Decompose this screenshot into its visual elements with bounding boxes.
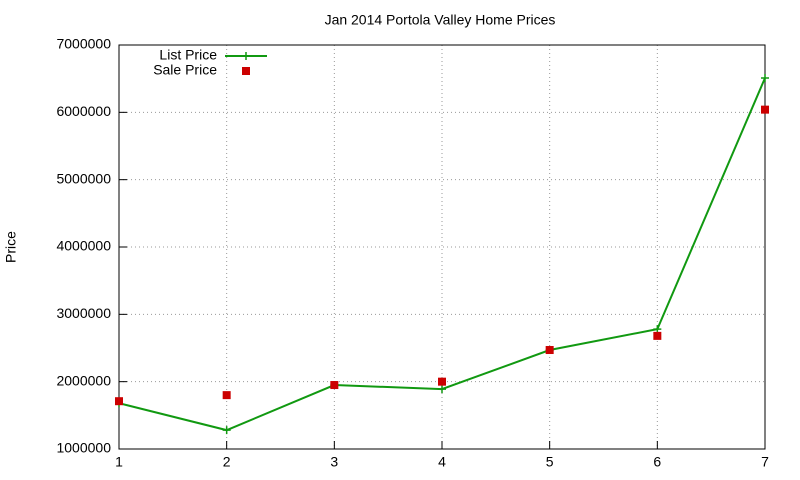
x-tick-label: 7	[761, 454, 769, 470]
chart-title: Jan 2014 Portola Valley Home Prices	[325, 12, 556, 28]
y-axis-label: Price	[3, 231, 19, 263]
marker-plus	[438, 385, 446, 394]
y-tick-label: 7000000	[56, 36, 111, 52]
marker-square	[330, 381, 339, 390]
marker-square	[545, 346, 554, 355]
x-tick-label: 4	[438, 454, 446, 470]
y-tick-label: 6000000	[56, 103, 111, 119]
y-tick-label: 3000000	[56, 305, 111, 321]
x-tick-label: 6	[653, 454, 661, 470]
marker-plus	[222, 426, 231, 435]
legend-marker	[242, 67, 250, 75]
plot-border	[118, 44, 766, 450]
y-tick-label: 5000000	[56, 170, 111, 186]
x-tick-label: 5	[546, 454, 554, 470]
legend-marker	[242, 52, 250, 60]
legend-label: List Price	[159, 47, 217, 63]
y-tick-label: 2000000	[56, 372, 111, 388]
marker-square	[438, 377, 446, 386]
marker-square	[653, 331, 662, 340]
y-tick-label: 1000000	[56, 440, 111, 456]
marker-plus	[761, 73, 769, 82]
y-tick-label: 4000000	[56, 238, 111, 254]
x-tick-label: 1	[115, 454, 123, 470]
marker-square	[222, 391, 231, 400]
legend-label: Sale Price	[153, 62, 217, 78]
x-tick-label: 3	[330, 454, 338, 470]
x-tick-label: 2	[223, 454, 231, 470]
marker-square	[761, 105, 769, 114]
marker-square	[115, 397, 123, 406]
marker-plus	[653, 325, 662, 334]
